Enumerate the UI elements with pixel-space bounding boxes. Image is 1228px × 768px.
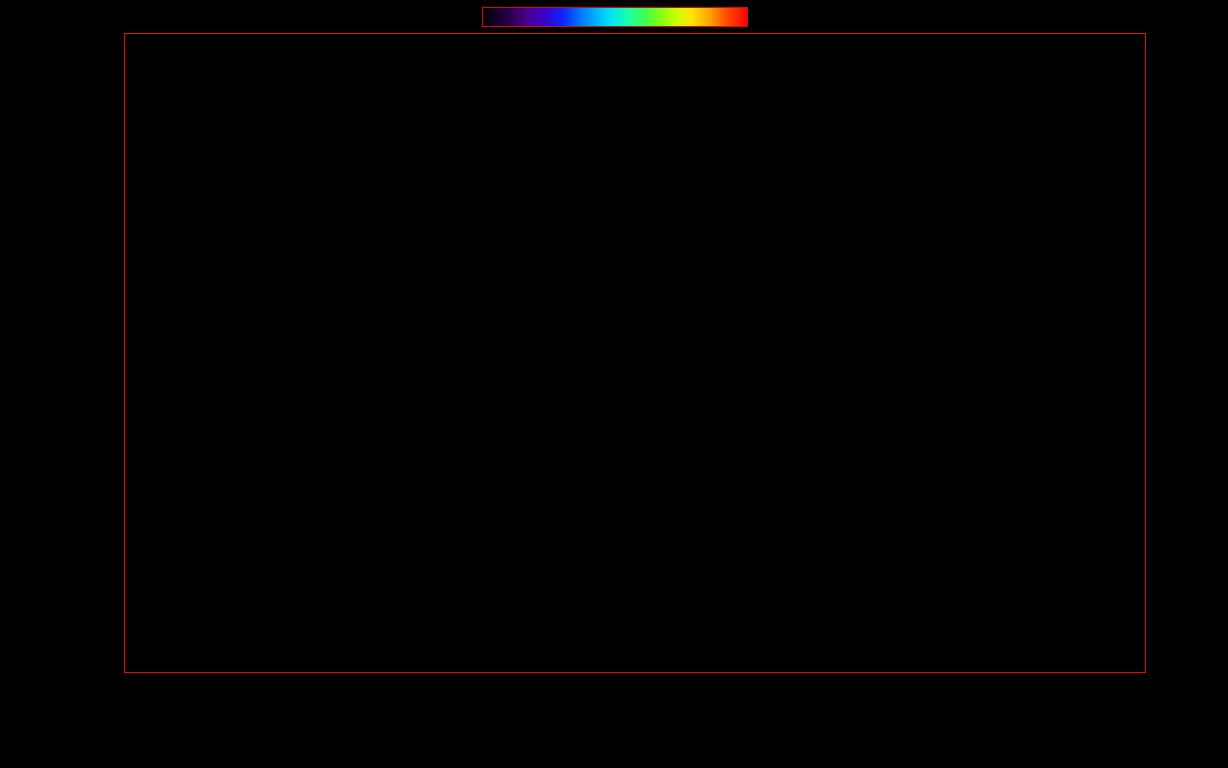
spectrogram-image <box>125 34 1145 672</box>
plot-frame <box>124 33 1146 673</box>
colorbar-gradient <box>482 7 748 27</box>
